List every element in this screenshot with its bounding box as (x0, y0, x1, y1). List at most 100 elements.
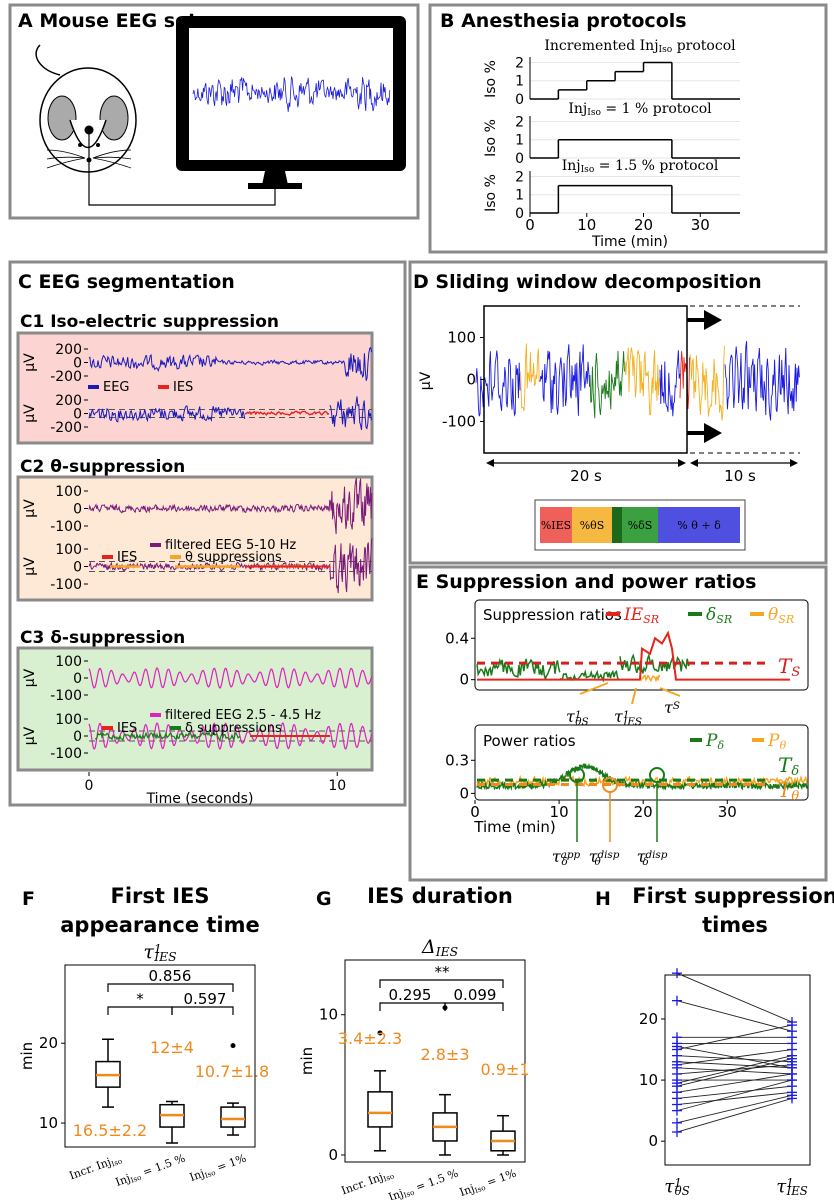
significance-label: ** (435, 963, 451, 981)
text-part: Iso (659, 45, 673, 55)
text-part: = 1.5 % (411, 1167, 460, 1196)
y-tick-label: 0 (73, 560, 82, 576)
text-part: θ (779, 739, 786, 752)
bar-segment (612, 507, 622, 543)
window-label: 10 s (724, 467, 756, 485)
panel-title: C EEG segmentation (18, 271, 235, 293)
y-tick-label: 0 (515, 151, 524, 167)
text-part: = 1.5 % protocol (594, 158, 719, 174)
y-axis-label: μV (22, 557, 38, 576)
value-annotation: 2.8±3 (420, 1045, 469, 1064)
y-axis-label: Iso % (483, 119, 499, 157)
x-tick-label: 10 (577, 216, 596, 234)
panel-letter: F (22, 888, 35, 910)
panel-title: First IES (110, 884, 209, 908)
electrode (85, 126, 94, 135)
text-part: τ (143, 941, 154, 963)
y-tick-label: -100 (50, 519, 82, 535)
y-tick-label: 10 (639, 1071, 658, 1089)
monitor-screen (189, 28, 393, 160)
math-label: Incremented InjIso protocol (544, 38, 736, 55)
math-label: InjIso = 1.5 % (387, 1167, 461, 1200)
text-part: Iso (110, 1156, 123, 1168)
text-part: IES (622, 716, 642, 728)
text-part: Iso (382, 1171, 395, 1183)
y-tick-label: 100 (55, 484, 82, 500)
text-part: SR (778, 613, 794, 626)
figure: A Mouse EEG setupB Anesthesia protocolsI… (0, 0, 834, 1200)
y-tick-label: 2 (515, 169, 524, 185)
significance-label: 0.597 (184, 990, 227, 1008)
y-tick-label: 1 (515, 133, 524, 149)
flier (231, 1043, 236, 1048)
y-tick-label: 1 (515, 74, 524, 90)
window-label: 20 s (570, 467, 602, 485)
y-tick-label: 100 (55, 654, 82, 670)
text-part: protocol (672, 38, 736, 54)
y-axis-label: Iso % (483, 174, 499, 212)
value-annotation: 12±4 (150, 1038, 194, 1057)
text-part: Inj (114, 1172, 132, 1189)
monitor-stand (262, 171, 288, 185)
text-part: Incremented (544, 38, 639, 54)
math-label: ΔIES (421, 936, 458, 959)
bar-label: %δS (628, 519, 653, 532)
text-part: IE (623, 605, 644, 625)
monitor-base (248, 183, 302, 189)
y-axis-label: min (18, 1042, 36, 1070)
x-axis-label: Time (seconds) (146, 791, 254, 807)
x-axis-label: Time (min) (591, 234, 668, 250)
y-tick-label: -100 (50, 746, 82, 762)
text-part: θS (675, 1184, 690, 1198)
box (221, 1107, 245, 1127)
y-tick-label: 0 (73, 671, 82, 687)
bar-label: %θS (580, 519, 605, 532)
text-part: δ (717, 739, 724, 752)
y-tick-label: 0.3 (445, 751, 469, 769)
x-tick-label: 20 (634, 216, 653, 234)
mouse-eye (78, 143, 82, 147)
text-part: IES (435, 945, 458, 959)
y-tick-label: 2 (515, 55, 524, 71)
significance-label: 0.295 (389, 986, 432, 1004)
y-tick-label: 0.4 (445, 629, 469, 647)
text-part: δ (561, 856, 567, 868)
text-part: S (791, 665, 800, 680)
panel-letter: G (316, 888, 332, 910)
legend-label: θ suppressions (185, 550, 282, 565)
panel-title: First suppression (632, 884, 834, 908)
x-tick-label: 30 (691, 216, 710, 234)
y-axis-label: Iso % (483, 60, 499, 98)
text-part: P (767, 731, 780, 751)
legend-label: δ suppressions (185, 721, 282, 736)
y-tick-label: 0 (459, 671, 469, 689)
text-part: Inj (188, 1167, 206, 1184)
y-tick-label: 0 (328, 1146, 338, 1164)
panel-title: D Sliding window decomposition (413, 271, 762, 293)
y-tick-label: -200 (50, 420, 82, 436)
y-axis-label: μV (22, 726, 38, 745)
significance-label: * (136, 990, 144, 1008)
text-part: Inj (458, 1182, 476, 1199)
subpanel-title: C3 δ-suppression (20, 628, 185, 648)
text-part: IES (786, 1184, 808, 1198)
text-part: Inj (640, 38, 659, 54)
text-part: Incr. Inj (68, 1155, 113, 1182)
legend-label: EEG (103, 380, 130, 395)
y-axis-label: μV (418, 371, 434, 390)
y-axis-label: μV (22, 499, 38, 518)
text-part: = 1 % protocol (601, 101, 712, 117)
text-part: = 1.5 % (138, 1152, 187, 1181)
subpanel-title: C1 Iso-electric suppression (20, 312, 279, 332)
text-part: δ (642, 856, 648, 868)
panel-title: times (702, 913, 768, 937)
text-part: disp (597, 849, 619, 861)
math-label: InjIso = 1% (188, 1152, 248, 1185)
y-tick-label: -100 (50, 577, 82, 593)
y-tick-label: 20 (639, 1010, 658, 1028)
text-part: Δ (421, 936, 436, 958)
text-part: S (673, 700, 680, 712)
x-tick-label: 0 (85, 778, 94, 794)
